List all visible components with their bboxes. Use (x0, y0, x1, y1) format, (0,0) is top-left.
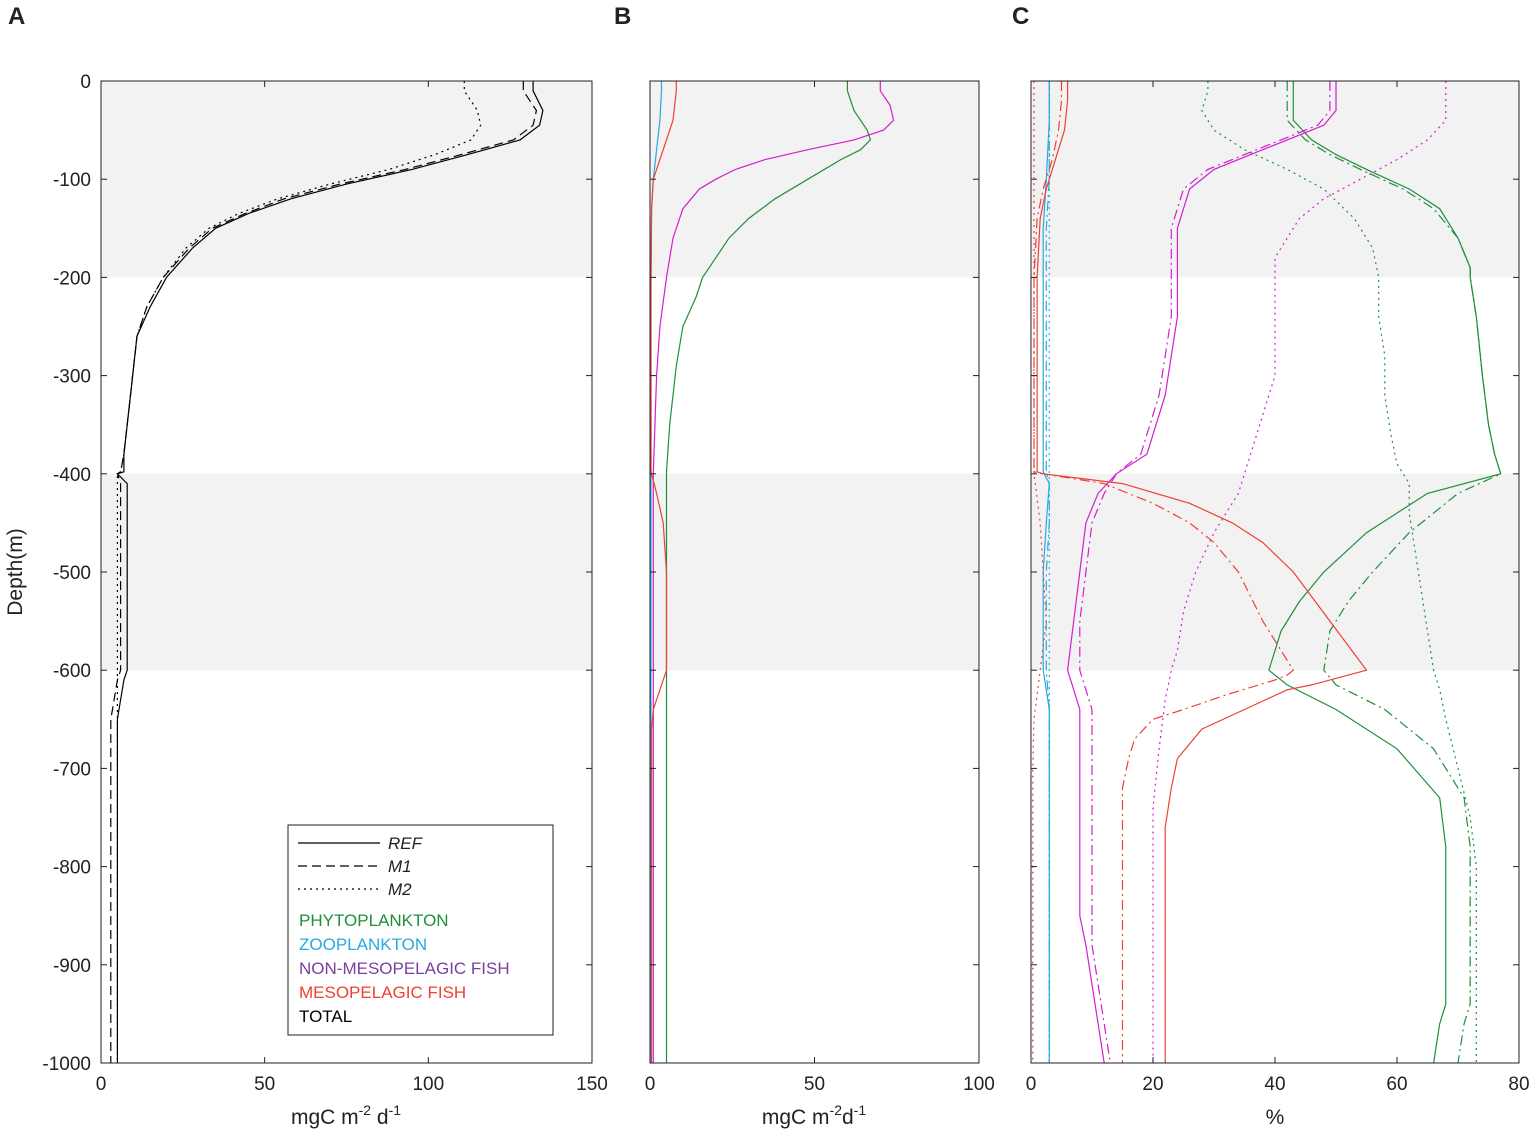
panel-c: 0 20 40 60 80% (1026, 80, 1530, 1129)
x-axis-label: mgC m-2d-1 (762, 1102, 866, 1129)
x-axis-label-part: mgC m (291, 1106, 359, 1129)
y-tick-label: 0 (80, 72, 91, 93)
series-line-zooplankton-m1 (1045, 81, 1050, 1063)
x-axis-label-part: -2 (359, 1102, 372, 1118)
series-line-non-mesopelagic-fish-m1 (1079, 81, 1331, 1064)
legend-group-phytoplankton: PHYTOPLANKTON (299, 911, 449, 930)
x-tick-label: 50 (254, 1074, 275, 1095)
x-axis-label-part: mgC m (762, 1106, 830, 1129)
legend: REF M1 M2 PHYTOPLANKTON ZOOPLANKTON NON-MESOP… (287, 824, 554, 1036)
legend-box (287, 824, 554, 1036)
y-tick-label: -600 (53, 661, 91, 682)
x-tick-label: 0 (96, 1074, 107, 1095)
series-line-non-mesopelagic-fish-m2 (1152, 81, 1447, 1063)
y-tick-label: -900 (53, 956, 91, 977)
y-tick-label: -700 (53, 759, 91, 780)
shaded-band (1031, 81, 1519, 278)
x-tick-label: 60 (1386, 1074, 1407, 1095)
y-tick-label: -300 (53, 367, 91, 388)
x-tick-label: 0 (645, 1074, 656, 1095)
legend-group-mesopelagic-fish: MESOPELAGIC FISH (299, 983, 466, 1002)
shaded-band (101, 81, 592, 278)
y-tick-label: -400 (53, 465, 91, 486)
x-tick-label: 100 (412, 1074, 444, 1095)
series-line-non-mesopelagic-fish (652, 81, 895, 1063)
panel-b: 0 50 100 mgC m-2d-1 (645, 80, 995, 1129)
y-tick-label: -500 (53, 563, 91, 584)
y-tick-label: -800 (53, 858, 91, 879)
shaded-band (1031, 473, 1519, 671)
series-line-total-m2 (116, 81, 482, 1063)
panel-a: 0-100-200-300-400-500-600-700-800-900-10… (4, 72, 608, 1129)
x-tick-label: 20 (1142, 1074, 1163, 1095)
x-tick-label: 100 (963, 1074, 995, 1095)
x-tick-label: 150 (576, 1074, 608, 1095)
x-axis-label: % (1266, 1106, 1285, 1129)
x-tick-label: 50 (804, 1074, 825, 1095)
y-tick-label: -100 (53, 170, 91, 191)
series-line-zooplankton-ref (1042, 81, 1050, 1063)
series-line-mesopelagic-fish (650, 81, 677, 1063)
shaded-band (101, 473, 592, 671)
x-axis-label-part: d (371, 1106, 389, 1129)
legend-group-zooplankton: ZOOPLANKTON (299, 935, 427, 954)
series-line-phytoplankton-ref (1268, 81, 1502, 1064)
series-line-phytoplankton-m1 (1286, 81, 1502, 1064)
panel-letter-a: A (8, 3, 25, 30)
x-tick-label: 80 (1508, 1074, 1529, 1095)
panel-letter-c: C (1012, 3, 1029, 30)
shaded-band (650, 473, 979, 671)
panel-letter-b: B (614, 3, 631, 30)
x-axis-label-part: -2 (830, 1102, 843, 1118)
x-tick-label: 40 (1264, 1074, 1285, 1095)
x-axis-label-part: d (842, 1106, 854, 1129)
x-axis-label-part: -1 (854, 1102, 867, 1118)
y-axis-label: Depth(m) (4, 528, 27, 616)
series-line-phytoplankton-m2 (1201, 81, 1477, 1063)
x-axis-label-part: -1 (389, 1102, 402, 1118)
x-axis-label: mgC m-2 d-1 (291, 1102, 401, 1129)
legend-label-m1: M1 (388, 857, 412, 876)
x-tick-label: 0 (1026, 1074, 1037, 1095)
shaded-band (650, 81, 979, 278)
legend-group-non-mesopelagic-fish: NON-MESOPELAGIC FISH (299, 959, 510, 978)
series-line-mesopelagic-fish-ref (1036, 81, 1368, 1063)
panel-letters: A B C (8, 3, 1029, 30)
legend-group-total: TOTAL (299, 1007, 352, 1026)
y-tick-label: -1000 (42, 1054, 91, 1075)
series-line-non-mesopelagic-fish-ref (1066, 81, 1337, 1064)
legend-label-m2: M2 (388, 880, 412, 899)
legend-label-ref: REF (388, 834, 424, 853)
y-tick-label: -200 (53, 268, 91, 289)
